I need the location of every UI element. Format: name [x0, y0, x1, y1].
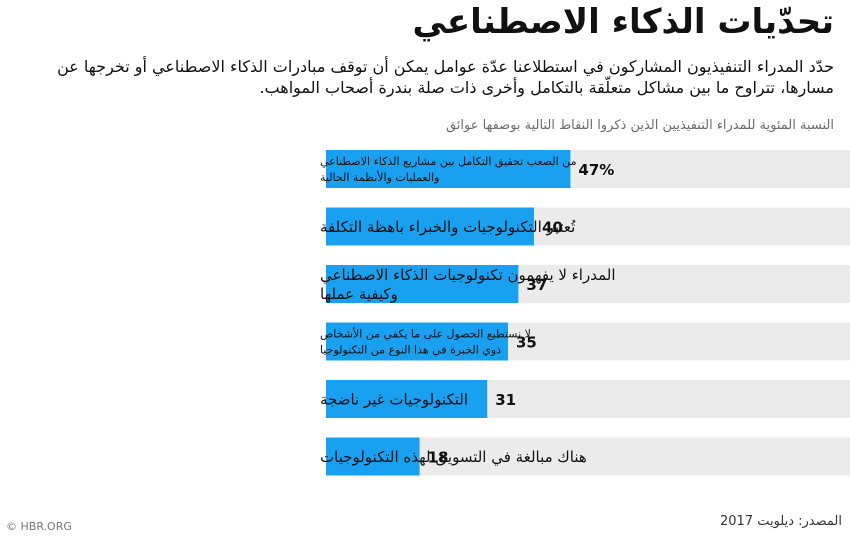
- bar: [326, 207, 534, 246]
- category-label: التكنولوجيات غير ناضجة: [320, 390, 468, 408]
- category-label: المدراء لا يفهمون تكنولوجيات الذكاء الاص…: [320, 266, 616, 285]
- bar-value-label: 40: [542, 219, 563, 237]
- source-note: المصدر: ديلويت 2017: [719, 514, 842, 529]
- category-label: وكيفية عملها: [320, 285, 398, 303]
- chart-subtitle: حدّد المدراء التنفيذيون المشاركون في است…: [57, 57, 834, 98]
- hbr-credit: © HBR.ORG: [6, 520, 72, 533]
- bar-value-label: 18: [428, 449, 449, 467]
- bar: [326, 265, 519, 303]
- bar: [326, 380, 488, 418]
- category-label: ذوي الخبرة في هذا النوع من التكنولوجيا: [320, 343, 501, 356]
- category-label: من الصعب تحقيق التكامل بين مشاريع الذكاء…: [320, 155, 577, 169]
- bar: [326, 322, 508, 361]
- chart-measure-label: النسبة المئوية للمدراء التنفيذيين الذين …: [445, 118, 834, 133]
- bar: [326, 437, 420, 476]
- bar-value-label: 35: [516, 334, 537, 352]
- category-label: والعمليات والأنظمة الحالية: [320, 170, 439, 184]
- category-label: لا نستطيع الحصول على ما يكفي من الأشخاص: [320, 326, 531, 340]
- bar-value-label: 31: [495, 391, 516, 409]
- category-label: هناك مبالغة في التسويق لهذه التكنولوجيات: [320, 448, 587, 467]
- chart-title: تحدّيات الذكاء الاصطناعي: [412, 2, 834, 42]
- bar-value-label: 47%: [578, 161, 614, 179]
- bar-value-label: 37: [526, 276, 547, 294]
- bar: [326, 150, 571, 188]
- category-label: تُعتبر التكنولوجيات والخبراء باهظة التكل…: [320, 218, 576, 236]
